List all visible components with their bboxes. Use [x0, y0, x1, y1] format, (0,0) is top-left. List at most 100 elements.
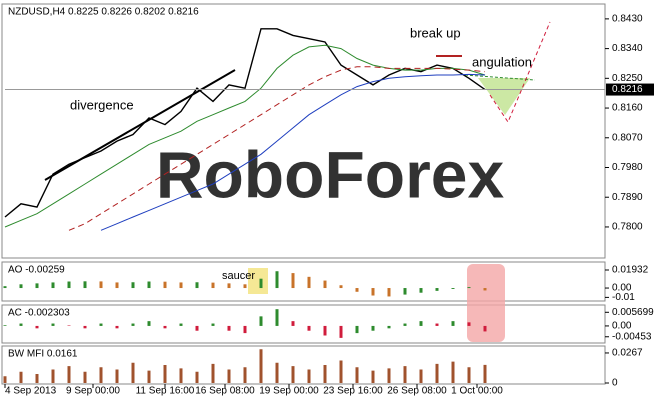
- histogram-bar: [195, 325, 199, 331]
- histogram-bar: [3, 376, 7, 383]
- histogram-bar: [115, 369, 119, 383]
- y-tick-label: 0: [612, 378, 618, 389]
- y-tick-label: 0.00: [612, 321, 632, 332]
- histogram-bar: [435, 323, 439, 326]
- histogram-bar: [451, 321, 455, 326]
- histogram-bar: [419, 369, 423, 383]
- histogram-bar: [67, 281, 71, 289]
- y-tick-label: 0.7980: [612, 162, 643, 173]
- histogram-bar: [115, 325, 119, 329]
- histogram-bar: [83, 371, 87, 383]
- histogram-bar: [147, 281, 151, 289]
- histogram-bar: [355, 367, 359, 383]
- x-tick-label: 9 Sep 00:00: [66, 386, 120, 397]
- histogram-bar: [131, 323, 135, 326]
- histogram-bar: [259, 278, 263, 289]
- histogram-bar: [291, 321, 295, 326]
- histogram-bar: [483, 364, 487, 383]
- histogram-bar: [19, 371, 23, 383]
- histogram-bar: [307, 325, 311, 331]
- histogram-bar: [291, 273, 295, 289]
- histogram-bar: [387, 288, 391, 297]
- pane-border: [1, 261, 606, 302]
- y-tick-label: 0.0267: [612, 348, 643, 359]
- histogram-bar: [243, 284, 247, 289]
- y-tick-label: 0.7800: [612, 222, 643, 233]
- histogram-bar: [435, 363, 439, 383]
- histogram-bar: [307, 369, 311, 383]
- histogram-bar: [467, 287, 471, 289]
- annotation: divergence: [70, 97, 134, 112]
- histogram-bar: [259, 349, 263, 383]
- histogram-bar: [99, 323, 103, 326]
- plot-layer: [3, 28, 605, 383]
- x-tick-label: 16 Sep 08:00: [195, 386, 255, 397]
- price-label: 0.8216: [612, 84, 643, 95]
- histogram-bar: [131, 282, 135, 289]
- pane-border: [1, 304, 606, 344]
- histogram-bar: [419, 321, 423, 326]
- histogram-bar: [147, 370, 151, 383]
- pane-border: [1, 3, 606, 259]
- histogram-bar: [387, 368, 391, 383]
- x-tick-label: 1 Oct 00:00: [451, 386, 503, 397]
- histogram-bar: [483, 288, 487, 291]
- annotation: break up: [410, 25, 461, 40]
- histogram-bar: [51, 369, 55, 383]
- annotation: angulation: [472, 54, 532, 69]
- histogram-bar: [51, 323, 55, 326]
- histogram-bar: [355, 288, 359, 292]
- x-tick-label: 26 Sep 08:00: [387, 386, 447, 397]
- histogram-bar: [51, 282, 55, 289]
- layout: [1, 3, 606, 385]
- histogram-bar: [307, 276, 311, 289]
- price-line: [4, 44, 486, 228]
- pane-border: [1, 345, 606, 385]
- y-tick-label: 0.8340: [612, 43, 643, 54]
- histogram-bar: [3, 325, 7, 326]
- histogram-bar: [227, 325, 231, 331]
- y-tick-label: 0.00: [612, 283, 632, 294]
- histogram-bar: [259, 316, 263, 326]
- histogram-bar: [355, 325, 359, 334]
- histogram-bar: [179, 323, 183, 326]
- histogram-bar: [131, 362, 135, 383]
- histogram-bar: [403, 366, 407, 383]
- histogram-bar: [147, 321, 151, 326]
- histogram-bar: [67, 366, 71, 383]
- pane-title: BW MFI 0.0161: [8, 349, 78, 360]
- histogram-bar: [35, 325, 39, 329]
- histogram-bar: [163, 325, 167, 329]
- histogram-bar: [211, 323, 215, 326]
- price-line: [68, 66, 486, 231]
- histogram-bar: [227, 369, 231, 383]
- histogram-bar: [243, 367, 247, 383]
- histogram-bar: [291, 366, 295, 383]
- histogram-bar: [371, 325, 375, 331]
- histogram-bar: [403, 288, 407, 295]
- histogram-bar: [67, 325, 71, 326]
- histogram-bar: [115, 282, 119, 289]
- histogram-bar: [35, 283, 39, 289]
- watermark: RoboForex: [156, 137, 505, 211]
- histogram-bar: [83, 281, 87, 289]
- histogram-bar: [339, 360, 343, 383]
- price-line: [100, 73, 486, 231]
- histogram-bar: [211, 282, 215, 289]
- histogram-bar: [275, 362, 279, 383]
- histogram-bar: [451, 288, 455, 289]
- histogram-bar: [243, 325, 247, 334]
- histogram-bar: [419, 288, 423, 293]
- histogram-bar: [339, 285, 343, 289]
- histogram-bar: [323, 280, 327, 289]
- annotation: saucer: [222, 270, 255, 282]
- histogram-bar: [195, 371, 199, 383]
- y-tick-label: 0.7890: [612, 192, 643, 203]
- y-tick-label: 0.8430: [612, 14, 643, 25]
- histogram-bar: [99, 281, 103, 289]
- histogram-bar: [451, 361, 455, 383]
- histogram-bar: [323, 365, 327, 383]
- histogram-bar: [387, 325, 391, 329]
- x-tick-label: 23 Sep 16:00: [323, 386, 383, 397]
- histogram-bar: [371, 370, 375, 383]
